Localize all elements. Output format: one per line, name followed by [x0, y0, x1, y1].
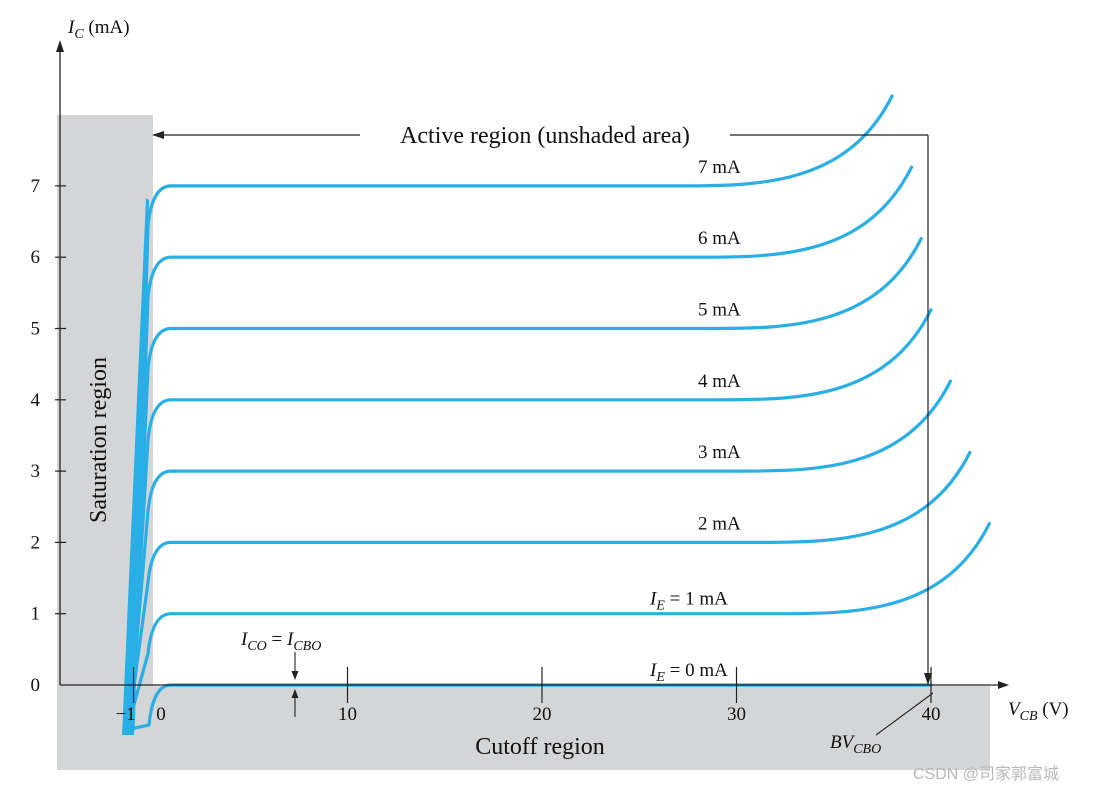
ico-arrow-top-head	[291, 671, 299, 680]
x-tick-label: 30	[727, 704, 746, 725]
x-tick-label: 20	[533, 704, 552, 725]
series-label: 4 mA	[698, 371, 741, 392]
curve-ie-7	[131, 94, 894, 732]
curve-ie-1	[125, 522, 991, 732]
curve-ie-6	[130, 165, 914, 732]
x-tick-label: 10	[338, 704, 357, 725]
ico-label: ICO = ICBO	[240, 629, 321, 654]
series-label: 3 mA	[698, 442, 741, 463]
x-axis-arrow	[998, 681, 1009, 689]
curve-ie-2	[126, 450, 972, 732]
y-tick-label: 6	[31, 247, 41, 268]
y-tick-label: 1	[31, 604, 41, 625]
x-tick-label: 0	[156, 704, 166, 725]
y-tick-label: 2	[31, 532, 41, 553]
series-label: 7 mA	[698, 157, 741, 178]
curve-ie-3	[127, 379, 953, 732]
axes	[55, 40, 1009, 736]
curve-ie-5	[129, 236, 923, 732]
x-tick-label: 40	[922, 704, 941, 725]
y-axis-label: IC (mA)	[67, 17, 130, 42]
cutoff-region-label: Cutoff region	[475, 734, 605, 760]
y-tick-label: 3	[31, 461, 41, 482]
characteristic-curves	[122, 94, 991, 735]
curve-ie-4	[128, 308, 933, 732]
bvcbo-label: BVCBO	[830, 732, 881, 757]
series-label: IE = 1 mA	[649, 589, 728, 614]
saturation-region-label: Saturation region	[86, 357, 112, 523]
watermark: CSDN @司家郭富城	[913, 766, 1060, 783]
x-tick-label: −1	[115, 704, 135, 725]
series-label: 5 mA	[698, 300, 741, 321]
cutoff-region-shade	[57, 686, 990, 770]
bvcbo-leader-line	[875, 692, 934, 736]
active-region-arrow-down	[924, 673, 932, 685]
active-region-arrow-left	[152, 131, 164, 139]
saturation-band	[122, 198, 149, 735]
shaded-regions	[57, 115, 990, 770]
y-tick-label: 0	[31, 675, 41, 696]
y-tick-label: 5	[31, 319, 41, 340]
labels: 0 1 2 3 4 5 6 7 −1 0 10 20 30 40 IC (mA) VCB (V) IE = 0 …	[31, 17, 1069, 760]
y-tick-label: 4	[31, 390, 41, 411]
y-axis-arrow	[56, 40, 64, 52]
series-label: 2 mA	[698, 513, 741, 534]
ico-arrow-bottom-head	[291, 689, 299, 698]
series-label: IE = 0 mA	[649, 660, 728, 685]
series-label: 6 mA	[698, 228, 741, 249]
x-axis-label: VCB (V)	[1008, 699, 1069, 724]
y-tick-label: 7	[31, 176, 41, 197]
active-region-label: Active region (unshaded area)	[400, 123, 690, 149]
